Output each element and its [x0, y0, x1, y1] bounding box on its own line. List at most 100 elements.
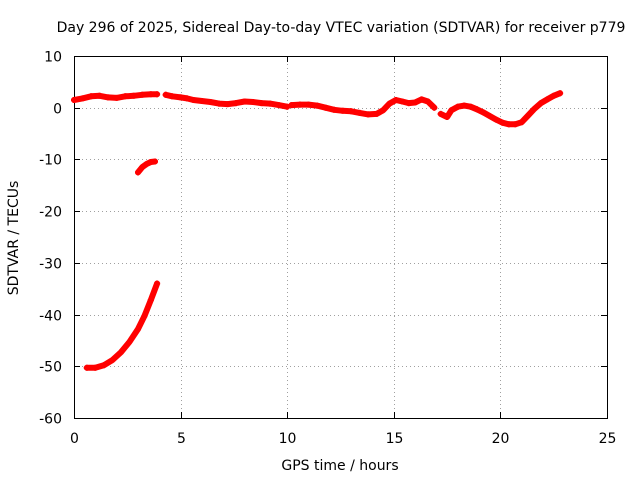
tick-marks [74, 56, 608, 419]
data-point [216, 100, 222, 107]
data-point [241, 98, 248, 105]
data-point [392, 97, 399, 103]
data-point [275, 102, 282, 109]
data-point [135, 169, 141, 176]
data-point [190, 97, 197, 103]
data-point [512, 121, 519, 128]
data-point [92, 364, 99, 371]
data-point [499, 119, 506, 126]
data-point [467, 103, 474, 110]
data-point [412, 99, 419, 106]
data-point [162, 91, 169, 98]
data-point [258, 100, 265, 107]
y-tick-label: -20 [39, 205, 62, 221]
series-layer [71, 90, 564, 371]
data-point [550, 92, 557, 99]
data-point [135, 326, 141, 333]
data-point [288, 102, 295, 109]
data-point [184, 95, 190, 102]
data-point [79, 95, 86, 102]
x-tick-labels: 0 5 10 15 20 25 [70, 431, 616, 447]
series-band-segment [162, 91, 291, 110]
data-point [348, 108, 355, 115]
data-point [339, 107, 346, 114]
data-point [431, 104, 438, 111]
data-point [480, 109, 487, 116]
data-point [486, 113, 493, 119]
data-point [314, 102, 320, 109]
x-tick-label: 25 [599, 431, 617, 447]
data-point [399, 98, 406, 105]
data-point [139, 91, 146, 98]
data-point [380, 107, 387, 114]
data-point [100, 362, 107, 369]
plot-frame [74, 56, 608, 419]
data-point [525, 112, 532, 119]
y-tick-labels: 10 0 -10 -20 -30 -40 -50 -60 [39, 50, 62, 428]
data-point [544, 96, 551, 103]
data-point [139, 164, 146, 171]
data-point [117, 349, 124, 356]
series-band-segment [83, 280, 161, 371]
x-tick-label: 20 [492, 431, 510, 447]
data-point [154, 280, 161, 287]
data-point [267, 100, 274, 107]
data-point [505, 121, 512, 128]
data-point [454, 103, 461, 110]
chart-title: Day 296 of 2025, Sidereal Day-to-day VTE… [57, 20, 626, 36]
data-point [418, 96, 425, 103]
data-point [386, 100, 393, 107]
x-tick-label: 10 [279, 431, 297, 447]
x-axis-label: GPS time / hours [281, 458, 398, 474]
data-point [305, 101, 312, 108]
data-point [143, 161, 150, 168]
data-point [83, 364, 90, 371]
data-point [373, 110, 380, 117]
data-point [88, 93, 95, 100]
data-point [147, 297, 154, 304]
data-point [122, 93, 129, 100]
data-point [152, 158, 158, 165]
data-point [141, 313, 148, 320]
data-point [322, 104, 329, 111]
data-point [224, 101, 231, 108]
data-point [126, 339, 133, 345]
data-point [113, 94, 120, 101]
data-point [437, 110, 444, 117]
y-tick-label: -60 [39, 412, 62, 428]
data-point [331, 106, 338, 113]
data-point [405, 100, 412, 107]
y-tick-label: -50 [39, 360, 62, 376]
data-point [444, 114, 451, 120]
data-point [207, 99, 214, 105]
data-point [147, 91, 154, 98]
data-point [448, 107, 455, 114]
data-point [233, 100, 239, 107]
x-tick-label: 0 [70, 431, 79, 447]
data-point [96, 92, 103, 99]
data-point [365, 111, 372, 118]
data-point [177, 94, 184, 101]
y-tick-label: -30 [39, 257, 62, 273]
y-tick-label: -10 [39, 153, 62, 169]
y-tick-label: 10 [44, 50, 62, 66]
y-tick-label: -40 [39, 309, 62, 325]
data-point [250, 99, 257, 105]
data-point [297, 101, 303, 108]
data-point [154, 91, 161, 98]
data-point [537, 100, 544, 107]
data-point [461, 102, 468, 109]
series-sdtvar [71, 90, 564, 371]
x-tick-label: 5 [177, 431, 186, 447]
data-point [531, 105, 538, 112]
data-point [169, 93, 176, 100]
data-point [557, 90, 564, 97]
data-point [109, 357, 116, 364]
data-point [105, 94, 112, 101]
grid-lines [74, 56, 607, 418]
data-point [71, 97, 77, 103]
data-point [356, 109, 363, 116]
data-point [518, 119, 525, 126]
data-point [493, 116, 500, 123]
